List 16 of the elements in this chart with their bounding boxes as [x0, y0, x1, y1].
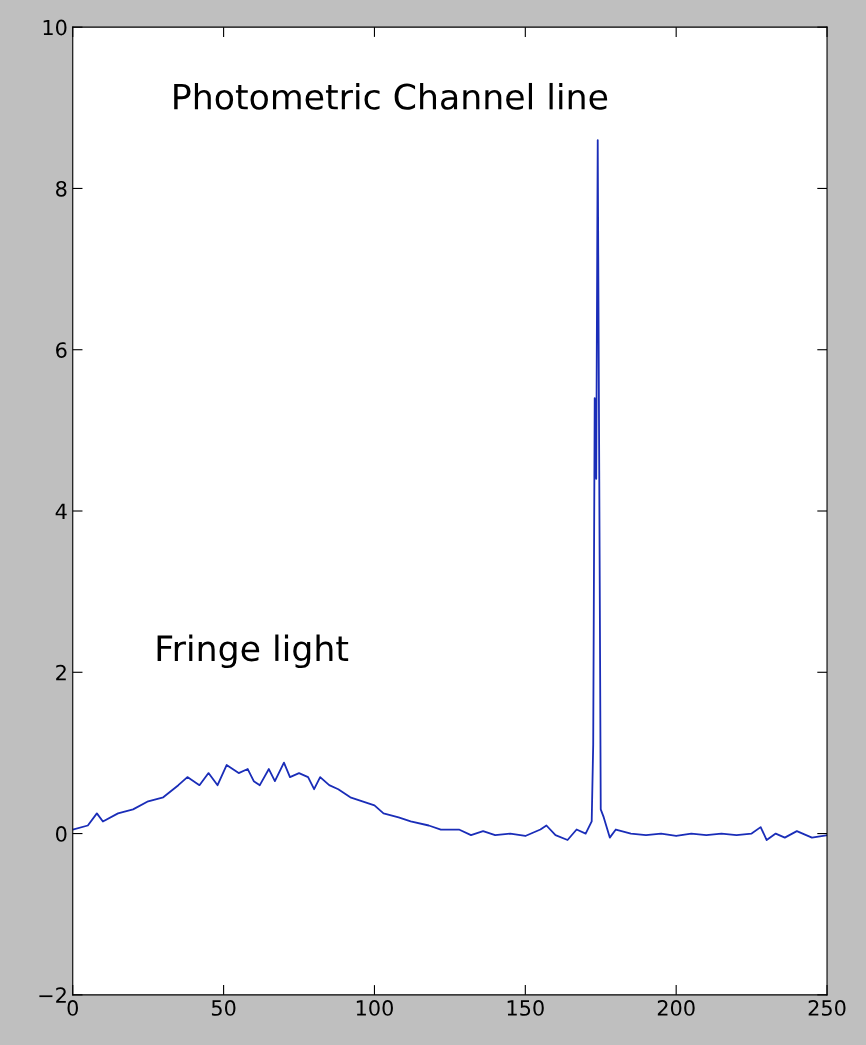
x-tick-label: 0 — [67, 1000, 78, 1016]
x-tick-label: 100 — [356, 1000, 393, 1016]
x-tick-label: 50 — [211, 1000, 236, 1016]
y-tick-label: 0 — [56, 826, 67, 842]
y-tick-label: 2 — [56, 664, 66, 681]
y-tick-label: 4 — [55, 503, 67, 519]
y-tick-label: 8 — [56, 180, 67, 197]
y-tick-label: −2 — [39, 987, 66, 1003]
x-tick-label: 250 — [808, 1000, 846, 1016]
line-series — [72, 139, 828, 841]
annotation: Photometric Channel line — [174, 82, 608, 110]
annotation: Fringe light — [157, 634, 349, 669]
x-tick-label: 150 — [507, 1000, 544, 1016]
y-tick-label: 10 — [43, 19, 67, 36]
y-tick-label: 6 — [56, 342, 67, 358]
x-tick-label: 200 — [657, 1000, 695, 1016]
